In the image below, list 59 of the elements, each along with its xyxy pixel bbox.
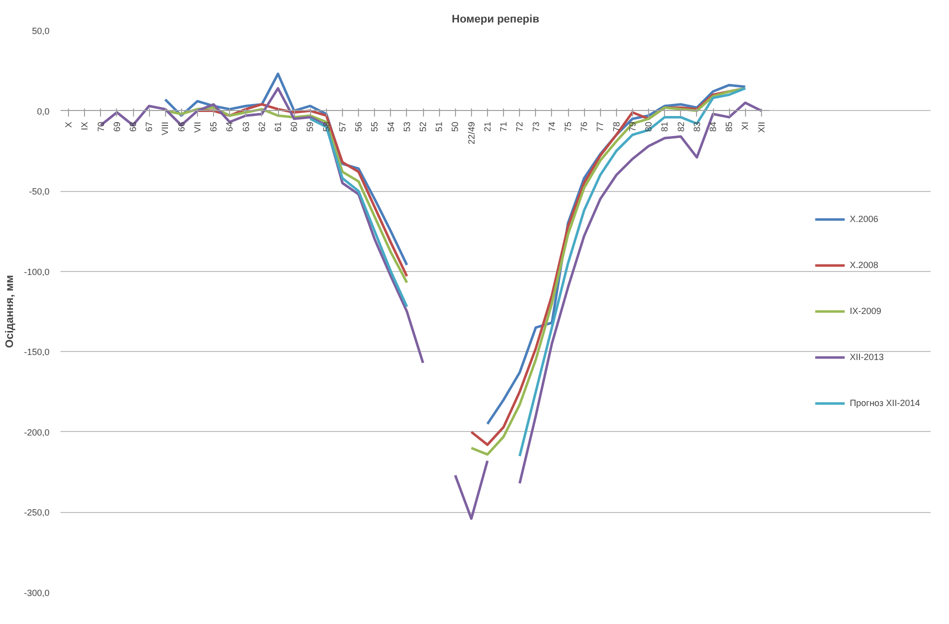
x-tick-label: 78 bbox=[611, 122, 622, 132]
x-tick-label: 53 bbox=[402, 122, 412, 132]
x-tick-label: 59 bbox=[305, 122, 316, 132]
x-tick-label: 60 bbox=[289, 122, 300, 132]
x-tick-label: 55 bbox=[370, 122, 380, 132]
legend-label: X.2006 bbox=[850, 214, 878, 224]
x-tick-label: 21 bbox=[482, 122, 492, 132]
x-tick-label: 80 bbox=[644, 122, 654, 132]
x-tick-label: 73 bbox=[530, 122, 541, 132]
x-tick-label: VII bbox=[192, 122, 202, 133]
x-tick-label: XI bbox=[740, 122, 750, 130]
x-tick-label: VIII bbox=[160, 122, 170, 136]
x-tick-label: 52 bbox=[418, 122, 428, 132]
x-tick-label: IX bbox=[80, 122, 90, 130]
x-tick-label: 70 bbox=[96, 122, 106, 132]
x-tick-label: 56 bbox=[354, 122, 364, 132]
x-tick-label: 69 bbox=[112, 122, 122, 132]
legend-label: Прогноз XII-2014 bbox=[850, 398, 920, 408]
x-tick-label: 83 bbox=[692, 122, 702, 132]
x-tick-label: 61 bbox=[273, 122, 283, 132]
x-tick-label: 58 bbox=[321, 122, 332, 132]
x-tick-label: 74 bbox=[546, 122, 557, 132]
x-tick-label: 67 bbox=[144, 122, 154, 132]
y-tick-label: 0,0 bbox=[36, 106, 50, 116]
x-tick-label: 65 bbox=[208, 122, 219, 132]
x-tick-label: 79 bbox=[627, 122, 638, 132]
x-tick-label: 54 bbox=[386, 122, 396, 132]
chart-title: Номери реперів bbox=[452, 14, 540, 26]
x-tick-label: 71 bbox=[498, 122, 509, 132]
x-tick-label: 57 bbox=[337, 122, 348, 132]
legend-label: XII-2013 bbox=[850, 352, 884, 362]
legend-label: X.2008 bbox=[850, 260, 878, 270]
legend-label: IX-2009 bbox=[850, 306, 882, 316]
x-tick-label: 51 bbox=[434, 122, 444, 132]
x-tick-label: 75 bbox=[563, 122, 573, 132]
y-tick-label: -100,0 bbox=[24, 266, 50, 277]
x-tick-label: 82 bbox=[676, 122, 686, 132]
x-tick-label: 22/49 bbox=[466, 122, 476, 144]
y-tick-label: -300,0 bbox=[24, 588, 50, 598]
x-tick-label: 63 bbox=[240, 122, 251, 132]
x-tick-label: 66 bbox=[176, 122, 186, 132]
x-tick-label: 64 bbox=[224, 122, 235, 132]
y-axis-title: Осідання, мм bbox=[4, 275, 16, 348]
y-tick-label: -250,0 bbox=[24, 508, 50, 518]
y-tick-label: -200,0 bbox=[24, 427, 50, 438]
x-tick-label: 50 bbox=[450, 122, 460, 132]
x-tick-label: 85 bbox=[724, 122, 734, 132]
x-tick-label: 77 bbox=[595, 122, 606, 132]
x-tick-label: X bbox=[64, 122, 74, 128]
y-tick-label: -150,0 bbox=[24, 347, 50, 358]
x-tick-label: 62 bbox=[256, 122, 267, 132]
x-tick-label: XII bbox=[756, 122, 766, 133]
x-tick-label: 68 bbox=[128, 122, 138, 132]
x-tick-label: 76 bbox=[579, 122, 590, 132]
x-tick-label: 72 bbox=[514, 122, 525, 132]
x-tick-label: 81 bbox=[660, 122, 670, 132]
y-tick-label: 50,0 bbox=[32, 26, 50, 36]
x-tick-label: 84 bbox=[708, 122, 718, 132]
y-tick-label: -50,0 bbox=[28, 186, 50, 197]
